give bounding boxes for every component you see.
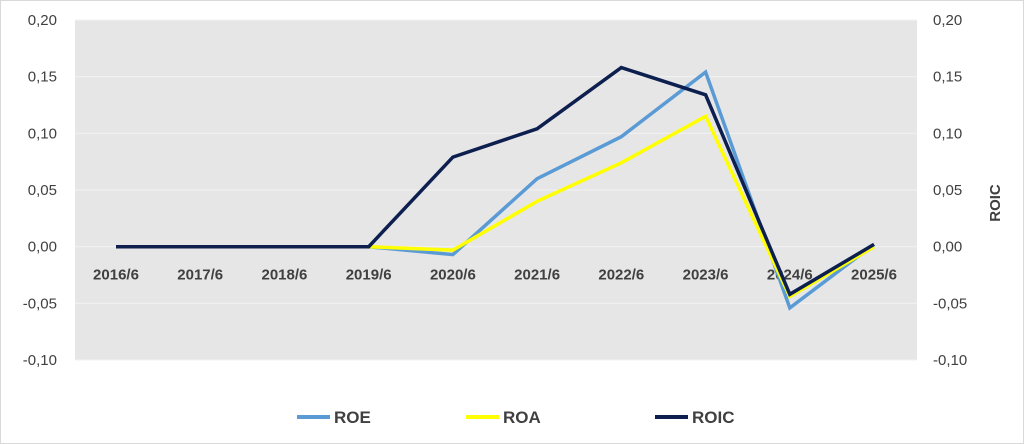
- gridlines: [75, 19, 917, 361]
- y-tick-label-left: 0,05: [28, 182, 57, 199]
- x-tick-label: 2020/6: [430, 267, 476, 284]
- legend-label: ROA: [503, 408, 541, 427]
- y-axis-right-title: ROIC: [987, 184, 1004, 222]
- y-tick-label-left: -0,10: [23, 352, 57, 369]
- y-tick-label-right: 0,00: [933, 239, 962, 256]
- y-tick-label-left: 0,15: [28, 69, 57, 86]
- y-tick-label-right: -0,05: [933, 295, 967, 312]
- legend-label: ROIC: [692, 408, 735, 427]
- y-tick-label-right: 0,20: [933, 12, 962, 29]
- y-axis-right: 0,20 0,15 0,10 0,05 0,00 -0,05 -0,10: [933, 12, 967, 369]
- x-axis: 2016/6 2017/6 2018/6 2019/6 2020/6 2021/6 2022…: [93, 267, 897, 284]
- legend-item-roic: ROIC: [655, 408, 735, 427]
- x-tick-label: 2018/6: [261, 267, 307, 284]
- series-line-roic: [116, 65, 875, 297]
- y-tick-label-right: 0,15: [933, 69, 962, 86]
- y-tick-label-left: 0,10: [28, 125, 57, 142]
- legend-item-roe: ROE: [297, 408, 371, 427]
- legend-item-roa: ROA: [466, 408, 541, 427]
- y-tick-label-left: -0,05: [23, 295, 57, 312]
- x-tick-label: 2023/6: [683, 267, 729, 284]
- x-tick-label: 2017/6: [177, 267, 223, 284]
- y-tick-label-right: 0,10: [933, 125, 962, 142]
- y-tick-label-left: 0,00: [28, 239, 57, 256]
- x-tick-label: 2022/6: [598, 267, 644, 284]
- y-tick-label-right: -0,10: [933, 352, 967, 369]
- y-axis-left: 0,20 0,15 0,10 0,05 0,00 -0,05 -0,10: [23, 12, 57, 369]
- y-tick-label-right: 0,05: [933, 182, 962, 199]
- x-tick-label: 2025/6: [851, 267, 897, 284]
- series-lines: [116, 65, 876, 311]
- x-tick-label: 2024/6: [767, 267, 813, 284]
- y-tick-label-left: 0,20: [28, 12, 57, 29]
- x-tick-label: 2016/6: [93, 267, 139, 284]
- x-tick-label: 2021/6: [514, 267, 560, 284]
- legend-label: ROE: [334, 408, 371, 427]
- legend: ROE ROA ROIC: [297, 408, 735, 427]
- x-tick-label: 2019/6: [346, 267, 392, 284]
